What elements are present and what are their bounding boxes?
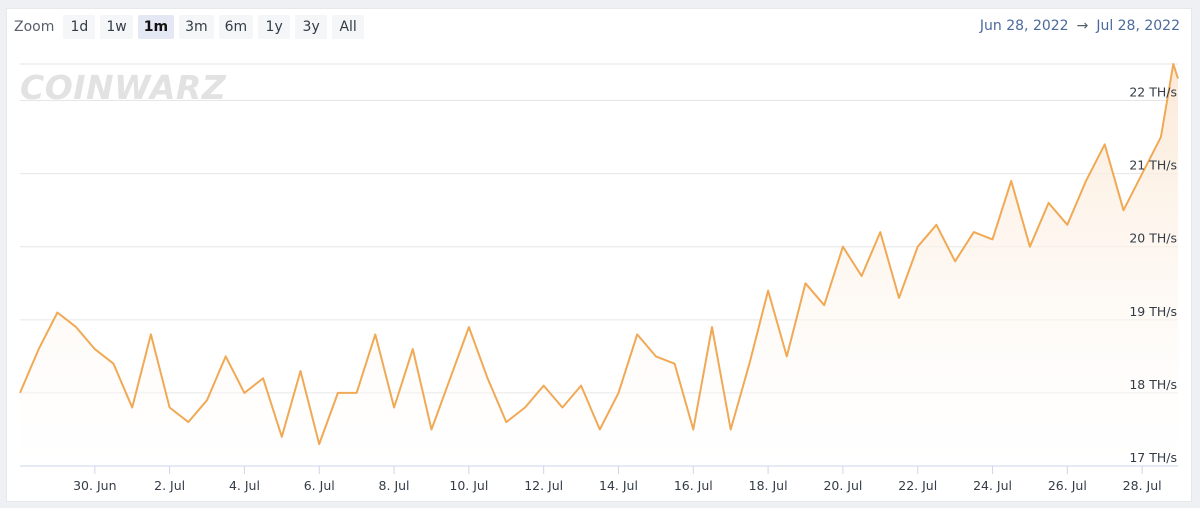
range-from[interactable]: Jun 28, 2022 bbox=[979, 18, 1069, 34]
y-tick-label: 18 TH/s bbox=[1129, 377, 1177, 392]
x-tick-label: 6. Jul bbox=[304, 478, 335, 493]
series-line bbox=[19, 63, 1179, 446]
area-fill bbox=[20, 64, 1178, 466]
zoom-all-button[interactable]: All bbox=[332, 15, 365, 39]
zoom-1m-button[interactable]: 1m bbox=[137, 15, 175, 39]
zoom-3y-button[interactable]: 3y bbox=[295, 15, 328, 39]
coinwarz-watermark: COINWARZ bbox=[20, 68, 227, 107]
x-tick-label: 26. Jul bbox=[1048, 478, 1087, 493]
zoom-1y-button[interactable]: 1y bbox=[258, 15, 291, 39]
x-tick-label: 16. Jul bbox=[674, 478, 713, 493]
x-tick-label: 12. Jul bbox=[524, 478, 563, 493]
x-tick-label: 2. Jul bbox=[154, 478, 185, 493]
x-tick-label: 24. Jul bbox=[973, 478, 1012, 493]
zoom-3m-button[interactable]: 3m bbox=[179, 15, 214, 39]
y-tick-label: 19 TH/s bbox=[1129, 304, 1177, 319]
date-range: Jun 28, 2022 → Jul 28, 2022 bbox=[980, 18, 1180, 34]
x-tick-label: 10. Jul bbox=[449, 478, 488, 493]
y-tick-label: 21 TH/s bbox=[1129, 158, 1177, 173]
y-tick-label: 20 TH/s bbox=[1129, 231, 1177, 246]
x-tick-label: 28. Jul bbox=[1123, 478, 1162, 493]
x-tick-label: 4. Jul bbox=[229, 478, 260, 493]
range-arrow-icon: → bbox=[1076, 18, 1089, 34]
zoom-1d-button[interactable]: 1d bbox=[63, 15, 96, 39]
zoom-6m-button[interactable]: 6m bbox=[218, 15, 254, 39]
y-tick-label: 17 TH/s bbox=[1129, 450, 1177, 465]
y-axis-ticks: 17 TH/s 18 TH/s 19 TH/s 20 TH/s 21 TH/s 22 TH… bbox=[1129, 85, 1177, 465]
range-to[interactable]: Jul 28, 2022 bbox=[1096, 18, 1180, 34]
x-tick-label: 8. Jul bbox=[379, 478, 410, 493]
x-tick-label: 20. Jul bbox=[823, 478, 862, 493]
x-tick-label: 30. Jun bbox=[73, 478, 116, 493]
y-tick-label: 22 TH/s bbox=[1129, 85, 1177, 100]
zoom-label: Zoom bbox=[14, 19, 55, 35]
zoom-1w-button[interactable]: 1w bbox=[100, 15, 133, 39]
svg-text:COINWARZ: COINWARZ bbox=[20, 68, 227, 107]
x-tick-label: 14. Jul bbox=[599, 478, 638, 493]
x-tick-label: 22. Jul bbox=[898, 478, 937, 493]
x-axis-ticks: 30. Jun 2. Jul 4. Jul 6. Jul 8. Jul 10. Jul 12… bbox=[73, 466, 1162, 493]
zoom-bar: Zoom 1d 1w 1m 3m 6m 1y 3y All bbox=[14, 14, 365, 40]
x-tick-label: 18. Jul bbox=[749, 478, 788, 493]
